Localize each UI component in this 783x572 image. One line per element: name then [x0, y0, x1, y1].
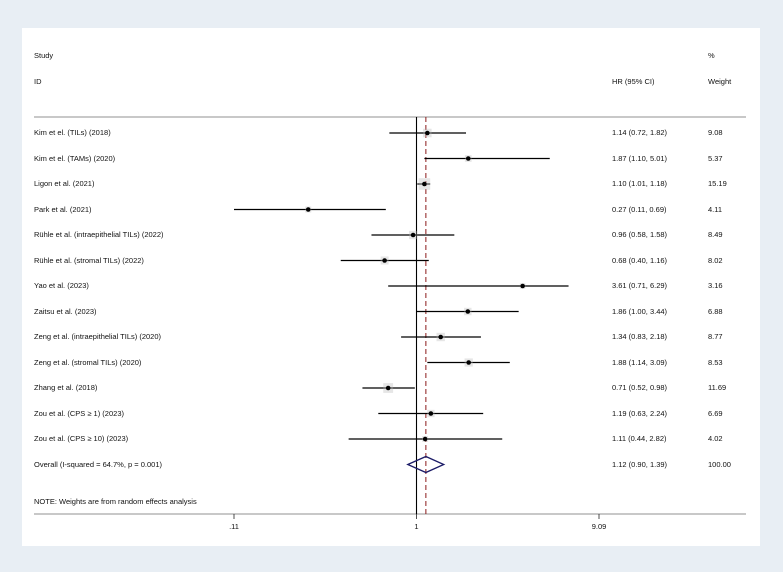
- point-estimate: [385, 385, 391, 391]
- overall-weight-value: 100.00: [708, 459, 731, 469]
- study-label: Zou et al. (CPS ≥ 10) (2023): [34, 434, 129, 443]
- hr-ci-value: 1.19 (0.63, 2.24): [612, 408, 668, 418]
- weight-value: 5.37: [708, 153, 723, 163]
- point-estimate: [422, 181, 427, 187]
- point-estimate: [465, 309, 471, 314]
- x-tick-label: 1: [414, 522, 419, 531]
- header-hr-ci: HR (95% CI): [612, 77, 655, 86]
- study-label: Kim et el. (TILs) (2018): [34, 128, 111, 137]
- point-estimate: [382, 258, 387, 263]
- hr-ci-value: 0.27 (0.11, 0.69): [612, 204, 667, 214]
- study-label: Zhang et al. (2018): [34, 383, 98, 392]
- study-label: Zaitsu et al. (2023): [34, 306, 97, 316]
- hr-ci-value: 1.11 (0.44, 2.82): [612, 434, 667, 443]
- hr-ci-value: 1.34 (0.83, 2.18): [612, 332, 668, 341]
- hr-ci-value: 1.14 (0.72, 1.82): [612, 128, 668, 137]
- header-study: Study: [34, 51, 54, 60]
- point-estimate: [520, 283, 525, 289]
- forest-plot-panel: [22, 28, 760, 546]
- study-label: Yao et al. (2023): [34, 281, 89, 290]
- point-estimate: [465, 156, 471, 161]
- point-estimate: [466, 360, 471, 365]
- hr-ci-value: 1.10 (1.01, 1.18): [612, 179, 668, 188]
- overall-diamond: [406, 455, 446, 474]
- point-estimate: [305, 207, 311, 212]
- weight-value: 8.02: [708, 255, 723, 265]
- point-estimate: [428, 411, 434, 416]
- weight-value: 4.02: [708, 434, 723, 443]
- study-label: Rühle et al. (intraepithelial TILs) (202…: [34, 230, 164, 239]
- hr-ci-value: 0.68 (0.40, 1.16): [612, 255, 668, 265]
- hr-ci-value: 3.61 (0.71, 6.29): [612, 281, 668, 290]
- hr-ci-value: 1.86 (1.00, 3.44): [612, 306, 668, 316]
- study-label: Zeng et al. (intraepithelial TILs) (2020…: [34, 332, 162, 341]
- study-label: Park et al. (2021): [34, 204, 92, 214]
- point-estimate: [438, 334, 444, 340]
- point-estimate: [422, 436, 428, 442]
- note-text: NOTE: Weights are from random effects an…: [34, 497, 197, 506]
- header-id: ID: [34, 77, 42, 86]
- weight-value: 6.88: [708, 306, 723, 316]
- hr-ci-value: 1.88 (1.14, 3.09): [612, 357, 668, 367]
- overall-hr-ci-value: 1.12 (0.90, 1.39): [612, 459, 668, 469]
- hr-ci-value: 1.87 (1.10, 5.01): [612, 153, 668, 163]
- study-label: Zou et al. (CPS ≥ 1) (2023): [34, 408, 124, 418]
- weight-value: 3.16: [708, 281, 723, 290]
- study-label: Ligon et al. (2021): [34, 179, 95, 188]
- header-weight: Weight: [708, 77, 732, 86]
- weight-value: 8.77: [708, 332, 723, 341]
- weight-value: 8.53: [708, 357, 723, 367]
- hr-ci-value: 0.71 (0.52, 0.98): [612, 383, 668, 392]
- weight-value: 8.49: [708, 230, 723, 239]
- study-label: Zeng et al. (stromal TILs) (2020): [34, 357, 142, 367]
- weight-value: 15.19: [708, 179, 727, 188]
- weight-value: 6.69: [708, 408, 723, 418]
- header-percent: %: [708, 51, 715, 60]
- weight-value: 4.11: [708, 204, 723, 214]
- hr-ci-value: 0.96 (0.58, 1.58): [612, 230, 668, 239]
- x-tick-label: .11: [229, 522, 239, 531]
- weight-value: 11.69: [708, 383, 727, 392]
- overall-label: Overall (I-squared = 64.7%, p = 0.001): [34, 459, 162, 469]
- point-estimate: [410, 232, 416, 238]
- point-estimate: [425, 130, 430, 136]
- weight-value: 9.08: [708, 128, 723, 137]
- study-label: Kim et el. (TAMs) (2020): [34, 153, 116, 163]
- x-tick-label: 9.09: [591, 522, 607, 531]
- study-label: Rühle et al. (stromal TILs) (2022): [34, 255, 144, 265]
